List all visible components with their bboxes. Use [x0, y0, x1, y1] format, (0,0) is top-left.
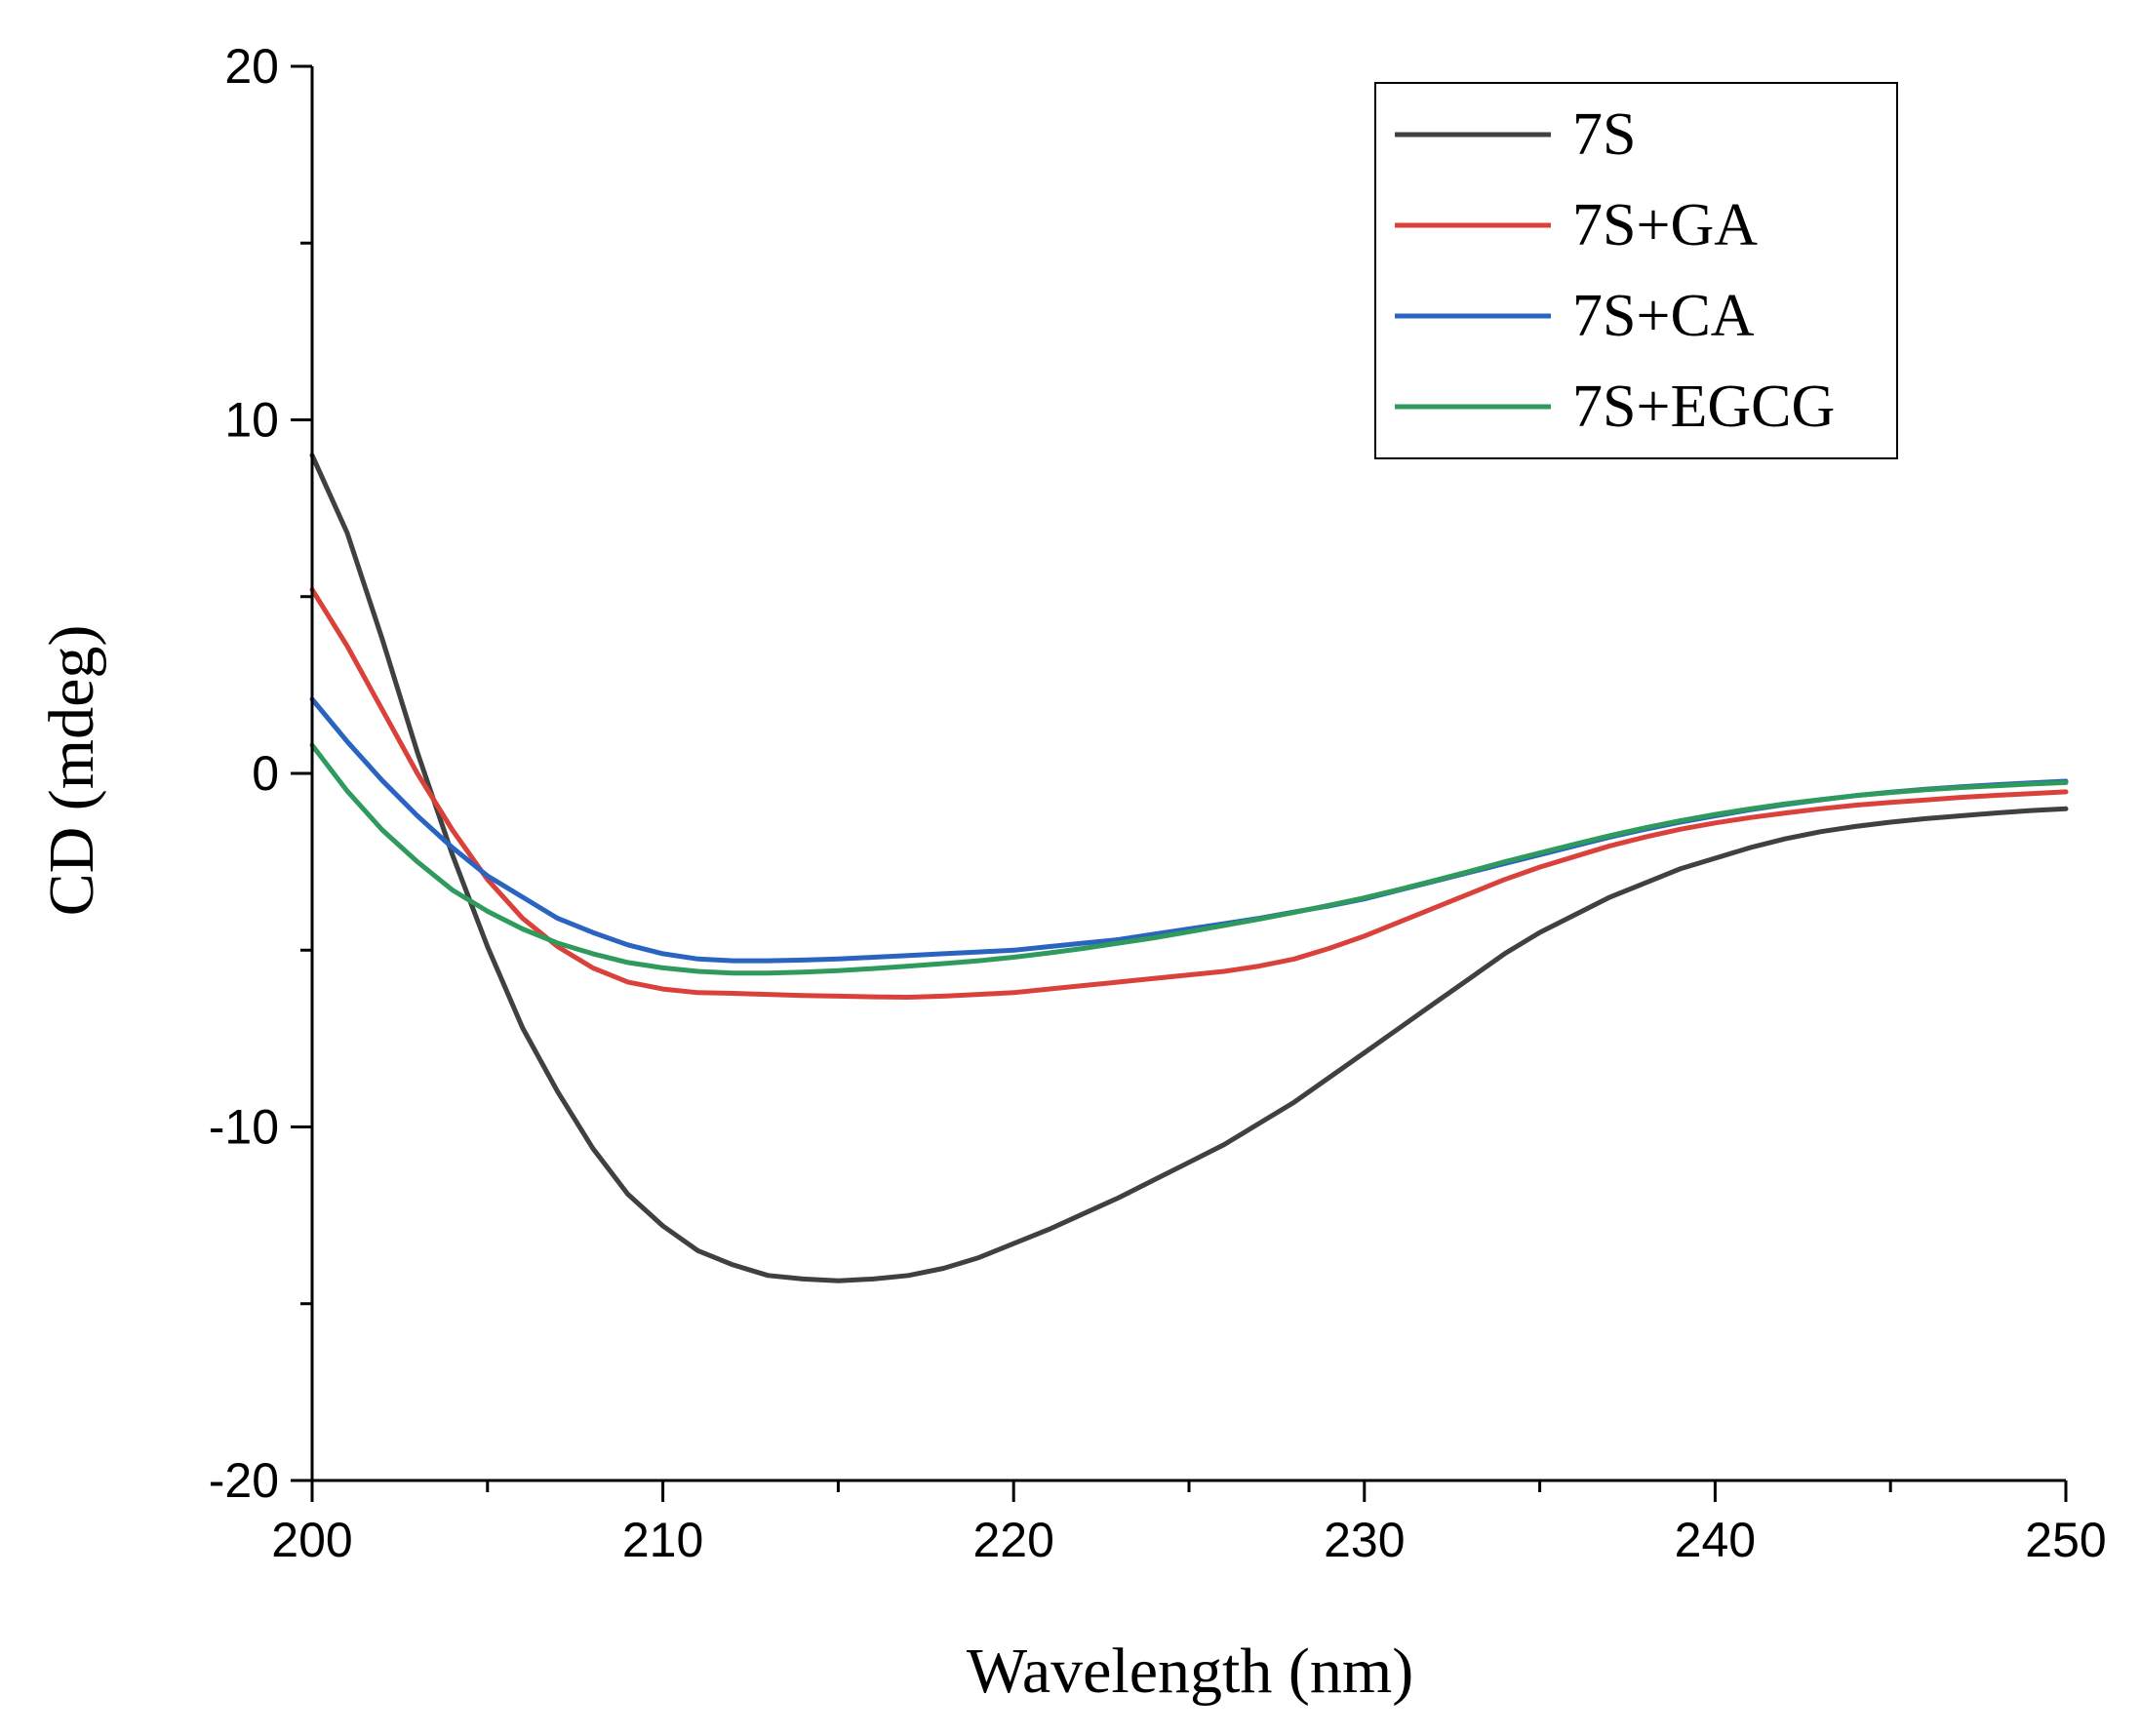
y-tick-label: 20	[224, 39, 279, 94]
y-axis-title-group: CD (mdeg)	[36, 625, 107, 917]
legend-label: 7S	[1572, 101, 1636, 168]
legend-box	[1374, 82, 1898, 459]
y-tick-label: -10	[209, 1100, 279, 1155]
x-tick-label: 250	[2025, 1513, 2106, 1567]
legend-label: 7S+GA	[1572, 192, 1758, 258]
y-tick-label: 0	[252, 746, 279, 801]
y-tick-label: 10	[224, 393, 279, 448]
x-axis-title: Wavelength (nm)	[967, 1636, 1413, 1707]
axes: 200 210 220 230 240 250 -20 -10 0 10 20	[209, 39, 2107, 1567]
x-tick-label: 240	[1675, 1513, 1756, 1567]
y-axis-title: CD (mdeg)	[36, 625, 107, 917]
x-tick-label: 220	[972, 1513, 1053, 1567]
y-tick-label: -20	[209, 1453, 279, 1508]
x-tick-label: 210	[622, 1513, 703, 1567]
legend: 7S 7S+GA 7S+CA 7S+EGCG	[1374, 82, 1898, 459]
x-tick-label: 230	[1324, 1513, 1405, 1567]
x-tick-label: 200	[271, 1513, 352, 1567]
legend-label: 7S+EGCG	[1572, 374, 1835, 440]
series-line-7s	[309, 453, 2069, 1283]
legend-label: 7S+CA	[1572, 283, 1755, 349]
plot-area	[309, 453, 2069, 1283]
series-line-7s-ga	[309, 587, 2069, 1000]
series-line-7s-egcg	[309, 742, 2069, 976]
